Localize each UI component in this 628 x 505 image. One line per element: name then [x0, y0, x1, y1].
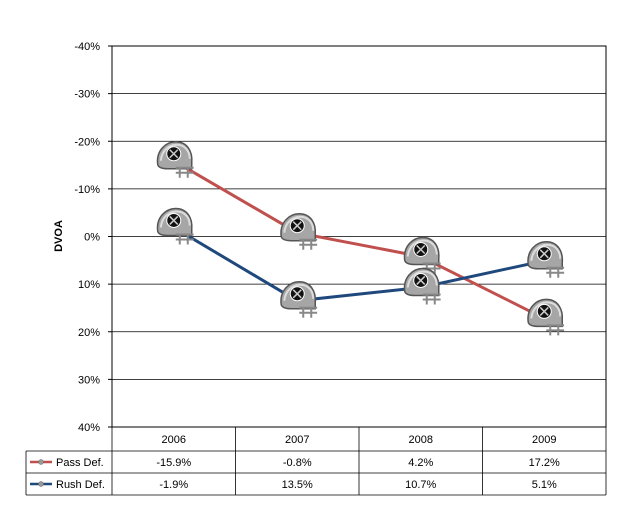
- x-category-label: 2008: [409, 434, 433, 446]
- y-tick-label: -40%: [74, 41, 100, 53]
- data-cell: -15.9%: [156, 457, 191, 469]
- helmet-icon: [526, 298, 565, 337]
- x-category-label: 2009: [532, 434, 556, 446]
- data-cell: 13.5%: [282, 479, 313, 491]
- y-tick-label: 20%: [78, 327, 100, 339]
- x-category-label: 2007: [285, 434, 309, 446]
- y-tick-label: -10%: [74, 184, 100, 196]
- y-tick-label: 0%: [84, 232, 100, 244]
- data-cell: -0.8%: [283, 457, 312, 469]
- y-tick-label: -20%: [74, 136, 100, 148]
- data-cell: 10.7%: [405, 479, 436, 491]
- helmet-icon: [156, 207, 194, 246]
- helmet-icon: [279, 280, 318, 319]
- helmet-icon: [279, 212, 318, 251]
- legend-marker: [38, 459, 44, 465]
- x-category-label: 2006: [162, 434, 186, 446]
- y-axis-label: DVOA: [53, 220, 65, 252]
- helmet-icon: [156, 140, 194, 179]
- legend-label: Rush Def.: [56, 479, 105, 491]
- helmet-icon: [526, 240, 565, 279]
- legend-marker: [38, 481, 44, 487]
- y-tick-label: 40%: [78, 422, 100, 434]
- helmet-icon: [403, 267, 441, 306]
- y-tick-label: 10%: [78, 279, 100, 291]
- data-cell: 17.2%: [529, 457, 560, 469]
- y-tick-label: -30%: [74, 89, 100, 101]
- y-tick-label: 30%: [78, 374, 100, 386]
- legend-label: Pass Def.: [56, 457, 104, 469]
- series-line-1: [172, 159, 545, 320]
- data-cell: -1.9%: [159, 479, 188, 491]
- data-cell: 5.1%: [532, 479, 557, 491]
- data-cell: 4.2%: [408, 457, 433, 469]
- series-line-2: [172, 226, 545, 303]
